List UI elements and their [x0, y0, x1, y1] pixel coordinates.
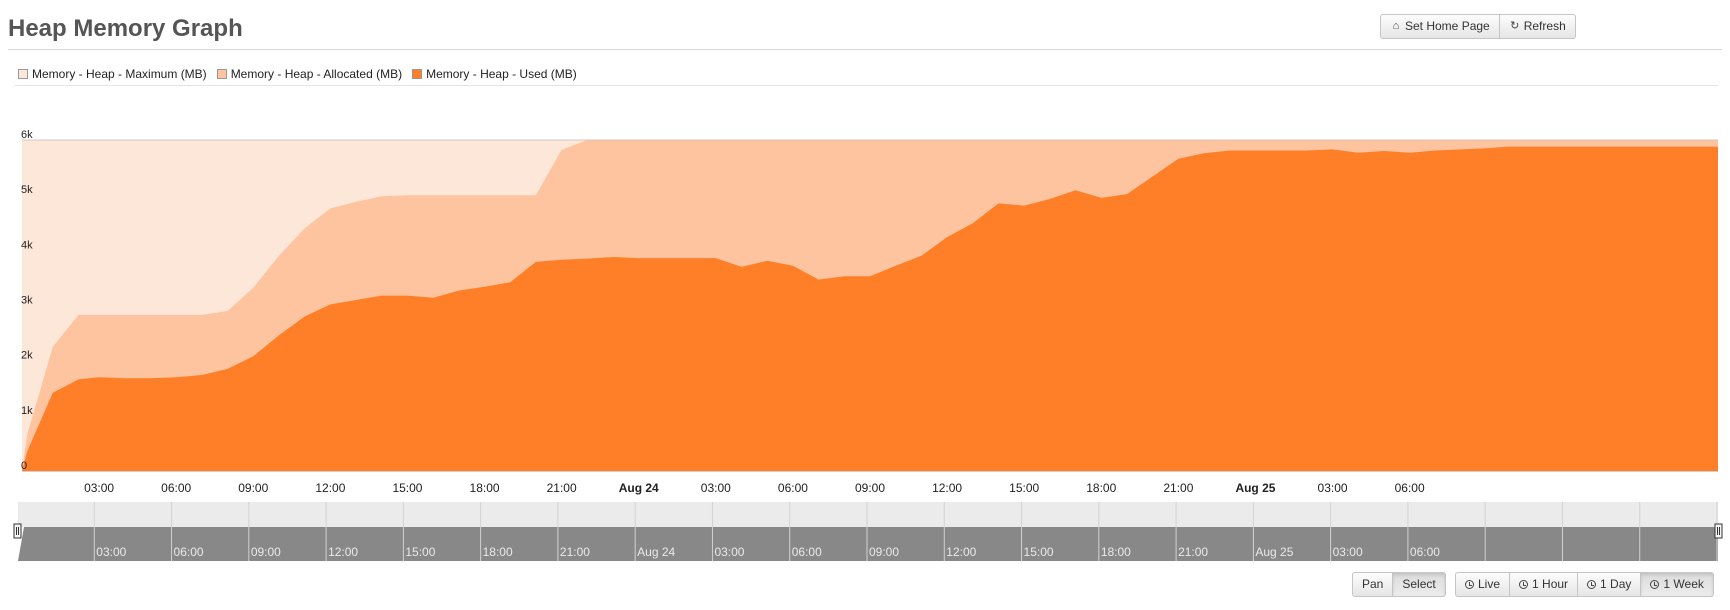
navigator-tick-label: Aug 25 — [1255, 545, 1293, 559]
x-tick-label: 06:00 — [778, 481, 808, 495]
navigator-tick-label: 09:00 — [251, 545, 281, 559]
navigator-tick-label: 18:00 — [483, 545, 513, 559]
one-day-label: 1 Day — [1600, 577, 1632, 591]
navigator-tick-label: 06:00 — [792, 545, 822, 559]
legend-label-used: Memory - Heap - Used (MB) — [426, 67, 577, 81]
y-axis-ticks: 0 1k 2k 3k 4k 5k 6k — [21, 129, 33, 472]
legend-item-allocated[interactable]: Memory - Heap - Allocated (MB) — [216, 67, 403, 81]
navigator-tick-label: 06:00 — [174, 545, 204, 559]
clock-icon — [1587, 580, 1597, 589]
x-tick-label: 15:00 — [392, 481, 422, 495]
x-tick-label: 09:00 — [238, 481, 268, 495]
navigator-tick-label: 09:00 — [869, 545, 899, 559]
legend-label-allocated: Memory - Heap - Allocated (MB) — [230, 67, 403, 81]
legend-swatch-maximum — [18, 69, 28, 79]
navigator-tick-label: 21:00 — [560, 545, 590, 559]
refresh-button[interactable]: ↻ Refresh — [1499, 14, 1576, 39]
x-tick-label: 12:00 — [315, 481, 345, 495]
y-tick-label: 6k — [21, 129, 33, 141]
clock-icon — [1650, 580, 1660, 589]
navigator-tick-label: 15:00 — [405, 545, 435, 559]
x-tick-label: 03:00 — [84, 481, 114, 495]
home-icon: ⌂ — [1392, 20, 1400, 32]
live-button[interactable]: Live — [1455, 572, 1511, 597]
x-tick-label: 06:00 — [1395, 481, 1425, 495]
area-series-used[interactable] — [22, 146, 1718, 471]
x-tick-label: Aug 24 — [619, 481, 659, 495]
x-tick-label: 09:00 — [855, 481, 885, 495]
legend-label-maximum: Memory - Heap - Maximum (MB) — [32, 67, 207, 81]
y-tick-label: 1k — [21, 405, 33, 417]
navigator-track — [18, 502, 1718, 527]
x-tick-label: Aug 25 — [1235, 481, 1275, 495]
legend-divider — [14, 85, 1718, 86]
heap-memory-chart[interactable]: 0 1k 2k 3k 4k 5k 6k 03:00 06:00 09:00 12:00 15:00 1… — [0, 0, 1730, 500]
one-hour-label: 1 Hour — [1532, 577, 1569, 591]
x-tick-label: 03:00 — [1318, 481, 1348, 495]
refresh-label: Refresh — [1523, 19, 1566, 33]
navigator[interactable]: 03:00 06:00 09:00 12:00 15:00 18:00 21:00 Aug 2… — [0, 0, 1730, 570]
clock-icon — [1519, 580, 1529, 589]
legend-item-maximum[interactable]: Memory - Heap - Maximum (MB) — [18, 67, 207, 81]
x-tick-label: 18:00 — [470, 481, 500, 495]
one-day-button[interactable]: 1 Day — [1578, 572, 1642, 597]
legend-item-used[interactable]: Memory - Heap - Used (MB) — [412, 67, 577, 81]
navigator-handle-left-box[interactable] — [13, 523, 22, 539]
x-tick-label: 12:00 — [932, 481, 962, 495]
y-tick-label: 3k — [21, 295, 33, 307]
navigator-tick-label: 03:00 — [1333, 545, 1363, 559]
select-button[interactable]: Select — [1393, 572, 1446, 597]
x-tick-label: 06:00 — [161, 481, 191, 495]
one-week-label: 1 Week — [1663, 577, 1704, 591]
legend-swatch-allocated — [216, 69, 227, 79]
x-tick-label: 15:00 — [1009, 481, 1039, 495]
y-tick-label: 2k — [21, 350, 33, 362]
navigator-tick-label: 18:00 — [1101, 545, 1131, 559]
navigator-tick-label: 21:00 — [1178, 545, 1208, 559]
chart-legend: Memory - Heap - Maximum (MB) Memory - He… — [18, 67, 577, 81]
one-week-button[interactable]: 1 Week — [1641, 572, 1714, 597]
header-toolbar: ⌂ Set Home Page ↻ Refresh — [1380, 14, 1576, 39]
live-label: Live — [1478, 577, 1501, 591]
navigator-tick-label: 12:00 — [328, 545, 358, 559]
pan-button[interactable]: Pan — [1352, 572, 1394, 597]
refresh-icon: ↻ — [1510, 20, 1520, 32]
x-tick-label: 21:00 — [1163, 481, 1193, 495]
time-range-group: Live 1 Hour 1 Day 1 Week — [1455, 572, 1714, 597]
x-tick-label: 03:00 — [701, 481, 731, 495]
y-tick-label: 0 — [21, 460, 27, 472]
navigator-handle-left[interactable] — [13, 523, 22, 539]
y-tick-label: 5k — [21, 184, 33, 196]
x-tick-label: 21:00 — [547, 481, 577, 495]
x-tick-label: 18:00 — [1086, 481, 1116, 495]
set-home-page-button[interactable]: ⌂ Set Home Page — [1380, 14, 1500, 39]
y-tick-label: 4k — [21, 239, 33, 251]
select-label: Select — [1402, 577, 1436, 591]
set-home-page-label: Set Home Page — [1405, 19, 1490, 33]
navigator-tick-label: 03:00 — [714, 545, 744, 559]
legend-swatch-used — [412, 69, 423, 79]
navigator-tick-label: 03:00 — [96, 545, 126, 559]
clock-icon — [1465, 580, 1474, 589]
navigator-tick-label: 15:00 — [1024, 545, 1054, 559]
title-divider — [8, 49, 1722, 50]
one-hour-button[interactable]: 1 Hour — [1510, 572, 1579, 597]
navigator-tick-label: Aug 24 — [637, 545, 675, 559]
navigator-tick-label: 06:00 — [1410, 545, 1440, 559]
navigator-handle-right-box[interactable] — [1714, 523, 1723, 539]
page-title: Heap Memory Graph — [8, 15, 243, 42]
area-series — [22, 139, 1718, 472]
navigator-handle-right[interactable] — [1714, 523, 1723, 539]
navigator-tick-label: 12:00 — [946, 545, 976, 559]
navigator-selection[interactable] — [18, 527, 1718, 561]
x-axis-ticks: 03:00 06:00 09:00 12:00 15:00 18:00 21:00 Aug 2… — [84, 481, 1425, 495]
mode-toggle-group: Pan Select — [1352, 572, 1446, 597]
pan-label: Pan — [1362, 577, 1384, 591]
